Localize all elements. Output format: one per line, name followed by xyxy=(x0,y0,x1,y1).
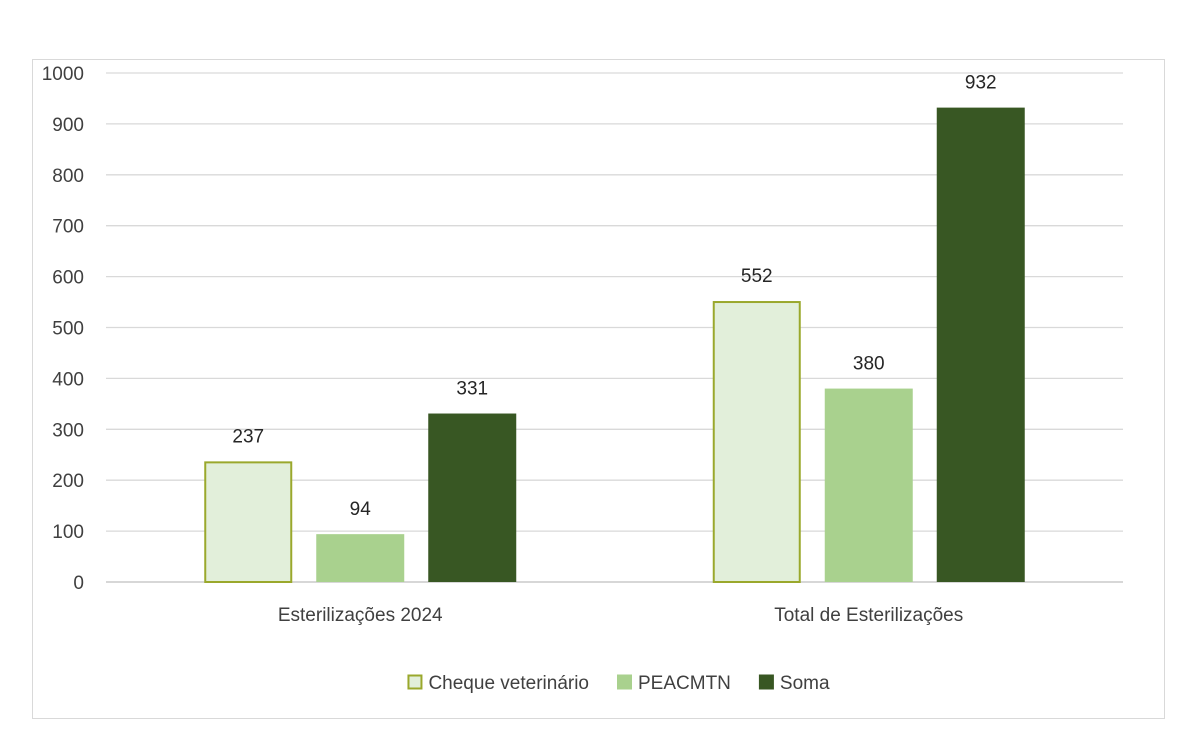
y-tick-label: 600 xyxy=(52,268,84,289)
legend-label: PEACMTN xyxy=(638,673,731,694)
bars xyxy=(204,107,1025,584)
y-tick-label: 300 xyxy=(52,420,84,441)
legend-swatch xyxy=(407,674,423,690)
y-tick-label: 0 xyxy=(73,573,84,594)
y-tick-label: 800 xyxy=(52,166,84,187)
data-label: 331 xyxy=(456,379,488,400)
data-label: 380 xyxy=(853,354,885,375)
y-tick-label: 100 xyxy=(52,522,84,543)
bar xyxy=(936,107,1025,582)
data-labels: 237 94 331 552 380 932 xyxy=(232,73,996,521)
bar xyxy=(204,461,293,584)
data-label: 932 xyxy=(965,73,997,94)
data-label: 552 xyxy=(741,266,773,287)
bar xyxy=(712,301,801,583)
category-label: Total de Esterilizações xyxy=(774,605,963,626)
y-tick-label: 200 xyxy=(52,471,84,492)
y-tick-label: 500 xyxy=(52,319,84,340)
data-label: 237 xyxy=(232,426,264,447)
legend-label: Soma xyxy=(780,673,830,694)
y-tick-label: 700 xyxy=(52,217,84,238)
y-tick-label: 1000 xyxy=(42,64,84,85)
bar xyxy=(428,413,517,582)
y-tick-label: 900 xyxy=(52,115,84,136)
legend-swatch xyxy=(758,674,774,690)
legend: Cheque veterinário PEACMTN Soma xyxy=(407,673,830,694)
category-label: Esterilizações 2024 xyxy=(278,605,443,626)
y-tick-label: 400 xyxy=(52,369,84,390)
bar xyxy=(824,388,913,582)
data-label: 94 xyxy=(350,499,372,520)
legend-swatch xyxy=(617,674,632,690)
legend-label: Cheque veterinário xyxy=(428,673,589,694)
bar xyxy=(316,534,405,582)
